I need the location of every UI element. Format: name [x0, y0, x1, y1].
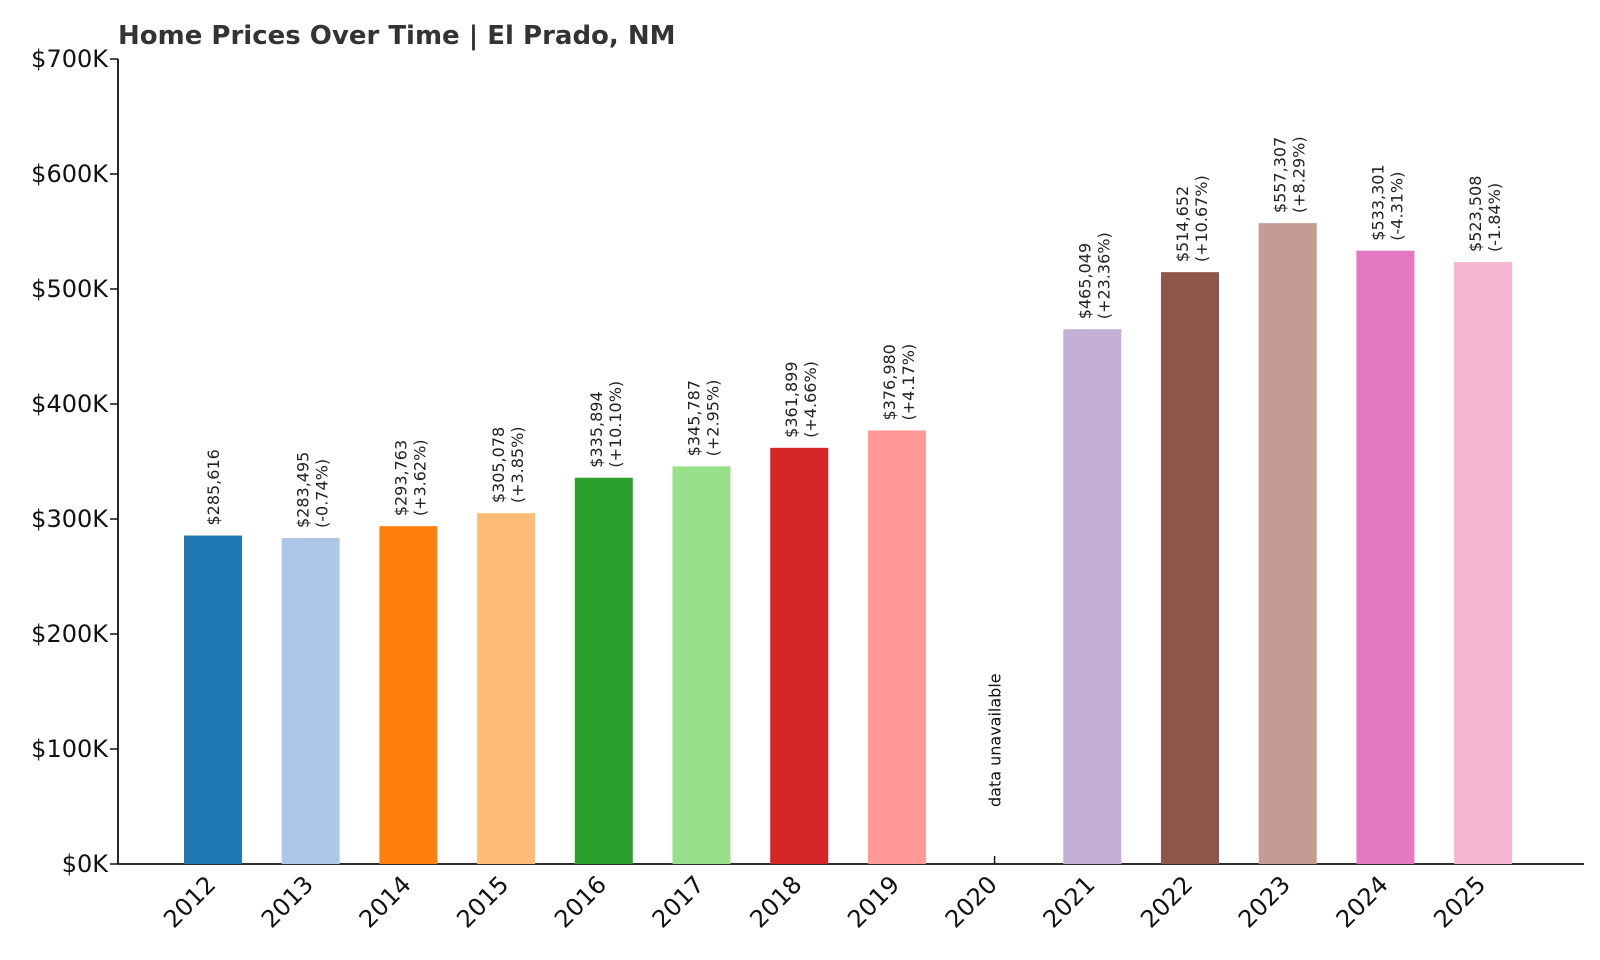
bar: [672, 466, 731, 864]
bar-value-label: $335,894: [587, 391, 606, 467]
bar: [281, 537, 340, 864]
x-tick-label: 2022: [1135, 870, 1198, 933]
bar: [1454, 261, 1513, 864]
bar-change-label: (+10.67%): [1192, 175, 1211, 262]
bar: [574, 477, 633, 864]
bar-value-label: $533,301: [1368, 164, 1387, 240]
bar: [1356, 250, 1415, 864]
bar-value-label: $305,078: [489, 427, 508, 503]
x-axis: 2012 2013 2014 2015 2016 2017 2018 2019 2020 2021…: [118, 856, 1584, 933]
bar-change-label: (+2.95%): [704, 380, 723, 457]
bar-value-label: $465,049: [1075, 243, 1094, 319]
bar-value-label: $293,763: [391, 440, 410, 516]
x-tick-label: 2012: [158, 870, 221, 933]
bar: [379, 526, 438, 864]
x-tick-label: 2021: [1038, 870, 1101, 933]
x-tick-label: 2016: [549, 870, 612, 933]
bar-change-label: (+4.17%): [899, 344, 918, 421]
bar-value-label: $283,495: [294, 452, 313, 528]
bar-value-label: $361,899: [782, 361, 801, 437]
bar-value-label: $557,307: [1271, 137, 1290, 213]
x-tick-label: 2025: [1428, 870, 1491, 933]
bar-value-label: $523,508: [1466, 176, 1485, 252]
x-tick-label: 2019: [842, 870, 905, 933]
bar: [867, 430, 926, 864]
y-tick-label: $200K: [31, 620, 109, 648]
bar-change-label: (+23.36%): [1094, 232, 1113, 319]
y-tick-label: $0K: [62, 850, 110, 878]
bar: [1063, 329, 1122, 864]
bar-change-label: (-4.31%): [1387, 172, 1406, 241]
data-labels: $285,616 $283,495 (-0.74%) $293,763 (+3.62%)…: [204, 136, 1504, 807]
y-tick-label: $600K: [31, 160, 109, 188]
y-tick-label: $700K: [31, 45, 109, 73]
y-tick-label: $500K: [31, 275, 109, 303]
bar-change-label: (-1.84%): [1485, 183, 1504, 252]
chart-title: Home Prices Over Time | El Prado, NM: [118, 21, 675, 51]
bar: [1161, 272, 1219, 864]
bar: [184, 535, 242, 864]
bars: [184, 223, 1513, 865]
bar-change-label: (+3.85%): [508, 426, 527, 503]
bar-value-label: $285,616: [204, 449, 223, 525]
bar-change-label: (+10.10%): [606, 381, 625, 468]
y-tick-label: $400K: [31, 390, 109, 418]
y-tick-label: $300K: [31, 505, 109, 533]
x-tick-label: 2023: [1233, 870, 1296, 933]
x-tick-label: 2013: [256, 870, 319, 933]
x-tick-label: 2015: [451, 870, 514, 933]
x-tick-label: 2024: [1331, 870, 1394, 933]
x-tick-label: 2020: [940, 870, 1003, 933]
x-tick-label: 2014: [354, 870, 417, 933]
x-tick-label: 2018: [744, 870, 807, 933]
bar-change-label: (-0.74%): [313, 459, 332, 528]
bar: [1258, 223, 1317, 865]
bar-change-label: (+8.29%): [1290, 136, 1309, 213]
bar-value-label: $514,652: [1173, 186, 1192, 262]
bar-change-label: (+3.62%): [410, 439, 429, 516]
x-tick-label: 2017: [647, 870, 710, 933]
bar-change-label: (+4.66%): [801, 361, 820, 438]
data-unavailable-label: data unavailable: [986, 673, 1005, 807]
bar-value-label: $345,787: [685, 380, 704, 456]
bar: [770, 447, 829, 864]
y-axis: $0K $100K $200K $300K $400K $500K $600K $700K: [31, 45, 119, 878]
bar: [477, 513, 536, 864]
y-tick-label: $100K: [31, 735, 109, 763]
bar-value-label: $376,980: [880, 344, 899, 420]
